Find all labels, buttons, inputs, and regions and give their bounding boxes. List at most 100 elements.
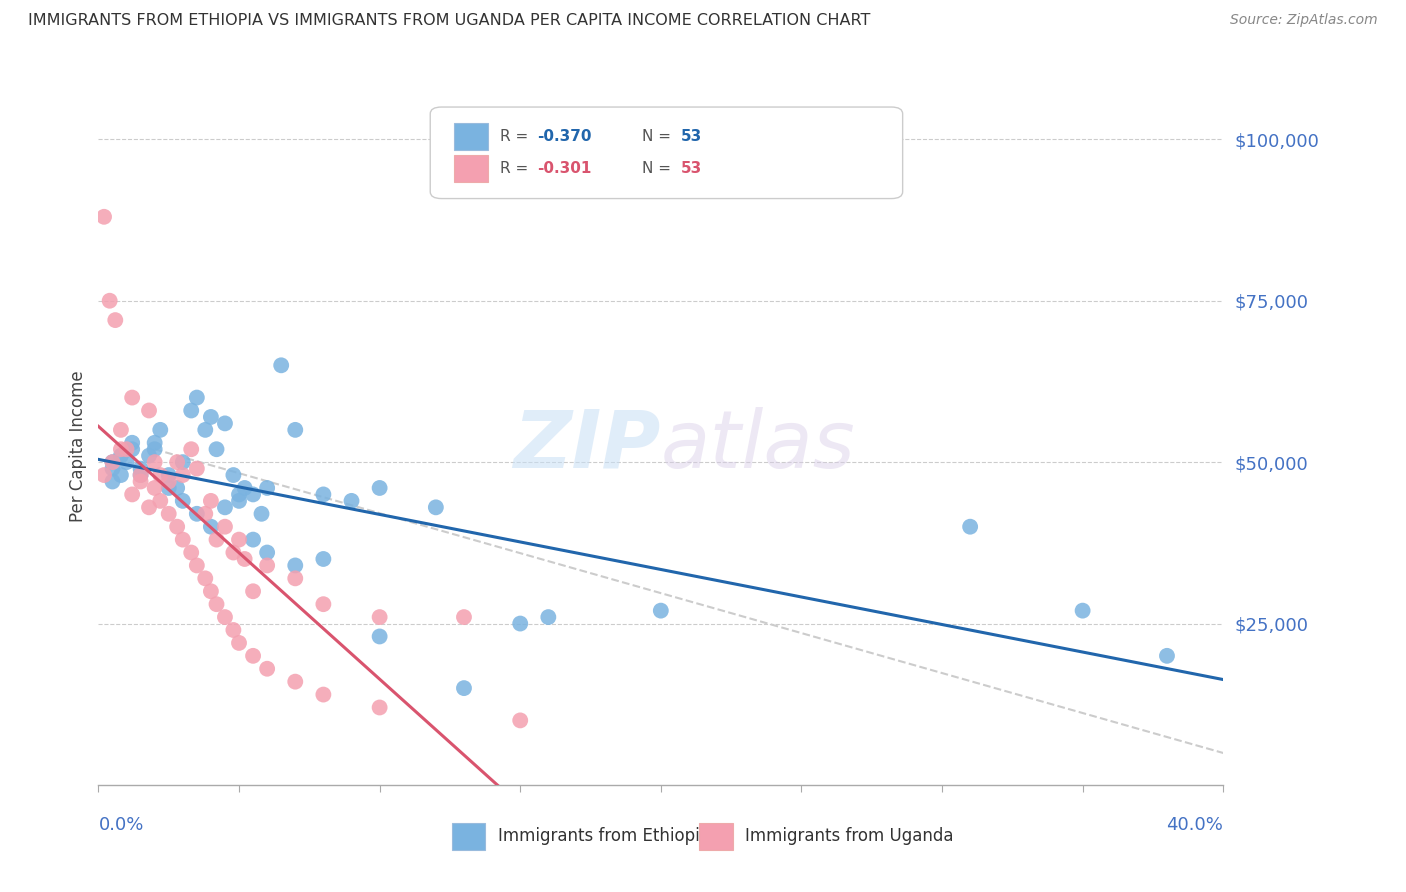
FancyBboxPatch shape (699, 823, 733, 850)
Point (228, 636, 250, 650)
Point (509, 616, 531, 631)
Point (214, 500, 236, 515)
Text: atlas: atlas (661, 407, 856, 485)
Point (157, 507, 180, 521)
Point (205, 533, 228, 547)
Point (312, 688, 335, 702)
Point (149, 468, 172, 483)
Point (1156, 648, 1178, 663)
Point (180, 545, 202, 559)
Point (242, 584, 264, 599)
Point (242, 648, 264, 663)
Text: N =: N = (641, 128, 675, 144)
Text: ZIP: ZIP (513, 407, 661, 485)
Text: R =: R = (501, 128, 533, 144)
Point (250, 507, 273, 521)
Point (166, 481, 188, 495)
Point (194, 507, 217, 521)
Point (129, 468, 152, 483)
Point (110, 423, 132, 437)
Point (101, 455, 124, 469)
Point (93, 468, 115, 483)
FancyBboxPatch shape (454, 155, 488, 182)
Point (104, 313, 127, 327)
Point (98, 293, 121, 308)
Point (121, 442, 143, 457)
Point (425, 500, 447, 515)
Point (138, 449, 160, 463)
Text: Source: ZipAtlas.com: Source: ZipAtlas.com (1230, 13, 1378, 28)
Point (214, 417, 236, 431)
Point (149, 423, 172, 437)
Point (157, 481, 180, 495)
Point (368, 700, 391, 714)
Text: Immigrants from Uganda: Immigrants from Uganda (745, 828, 953, 846)
Point (138, 403, 160, 417)
Point (228, 533, 250, 547)
Point (1071, 604, 1094, 618)
Text: N =: N = (641, 161, 675, 177)
Point (228, 487, 250, 501)
Point (256, 662, 278, 676)
Point (172, 468, 194, 483)
Text: 0.0%: 0.0% (98, 816, 143, 834)
Point (537, 610, 560, 624)
Point (368, 630, 391, 644)
Point (233, 481, 256, 495)
Point (312, 597, 335, 611)
Point (214, 610, 236, 624)
Point (110, 442, 132, 457)
Text: 53: 53 (681, 128, 703, 144)
Point (101, 455, 124, 469)
Point (172, 455, 194, 469)
Point (166, 455, 188, 469)
Point (143, 442, 166, 457)
Point (200, 494, 222, 508)
FancyBboxPatch shape (454, 122, 488, 150)
Point (121, 487, 143, 501)
Point (101, 475, 124, 489)
Point (222, 468, 245, 483)
Y-axis label: Per Capita Income: Per Capita Income (69, 370, 87, 522)
Point (101, 461, 124, 475)
Point (143, 455, 166, 469)
Text: 40.0%: 40.0% (1167, 816, 1223, 834)
FancyBboxPatch shape (430, 107, 903, 199)
Point (110, 468, 132, 483)
Text: Immigrants from Ethiopia: Immigrants from Ethiopia (498, 828, 710, 846)
Point (143, 435, 166, 450)
Point (284, 571, 307, 585)
Point (270, 359, 292, 373)
Point (284, 423, 307, 437)
Text: 53: 53 (681, 161, 703, 177)
Point (205, 597, 228, 611)
Point (129, 461, 152, 475)
Point (121, 435, 143, 450)
Point (200, 409, 222, 424)
Text: IMMIGRANTS FROM ETHIOPIA VS IMMIGRANTS FROM UGANDA PER CAPITA INCOME CORRELATION: IMMIGRANTS FROM ETHIOPIA VS IMMIGRANTS F… (28, 13, 870, 29)
Point (222, 545, 245, 559)
Point (256, 558, 278, 573)
Point (340, 494, 363, 508)
Point (650, 604, 672, 618)
Point (143, 481, 166, 495)
Point (222, 623, 245, 637)
Point (129, 475, 152, 489)
FancyBboxPatch shape (451, 823, 485, 850)
Point (242, 487, 264, 501)
Point (205, 442, 228, 457)
Text: R =: R = (501, 161, 533, 177)
Point (110, 449, 132, 463)
Point (256, 481, 278, 495)
Point (200, 519, 222, 533)
Point (186, 558, 208, 573)
Point (138, 500, 160, 515)
Point (172, 494, 194, 508)
Point (186, 507, 208, 521)
Point (368, 481, 391, 495)
Point (194, 423, 217, 437)
Point (166, 519, 188, 533)
Point (180, 442, 202, 457)
Text: -0.370: -0.370 (537, 128, 592, 144)
Point (121, 391, 143, 405)
